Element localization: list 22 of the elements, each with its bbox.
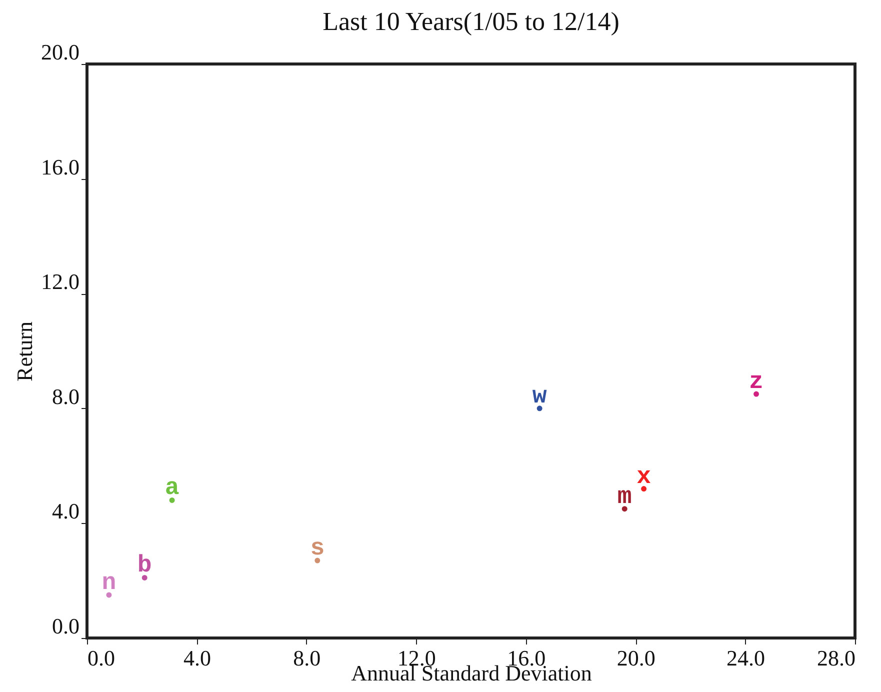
series-label: b — [137, 552, 152, 580]
y-tick-label: 20.0 — [41, 40, 80, 64]
x-tick-label: 8.0 — [293, 646, 321, 670]
y-tick-label: 0.0 — [52, 614, 80, 638]
y-tick-label: 16.0 — [41, 154, 80, 180]
series-label: m — [617, 484, 632, 511]
series-label: a — [164, 475, 180, 502]
x-tick-label: 0.0 — [88, 646, 115, 670]
series-label: z — [749, 369, 764, 396]
series-label: s — [310, 536, 325, 563]
chart-title: Last 10 Years(1/05 to 12/14) — [322, 6, 620, 38]
y-tick-label: 8.0 — [52, 384, 80, 409]
series-label: x — [636, 464, 652, 491]
x-tick-label: 24.0 — [726, 646, 766, 670]
y-tick-label: 4.0 — [52, 498, 80, 524]
y-axis-title: Return — [12, 322, 37, 382]
x-tick-label: 20.0 — [616, 646, 656, 670]
series-label: w — [532, 383, 548, 410]
y-tick-label: 12.0 — [41, 269, 80, 294]
x-tick-label: 4.0 — [183, 646, 211, 670]
x-tick-label: 28.0 — [817, 646, 856, 670]
series-label: n — [102, 570, 116, 597]
